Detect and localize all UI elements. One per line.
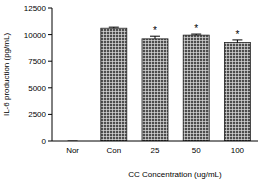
- y-tick: [48, 114, 52, 115]
- significance-label: *: [194, 23, 198, 34]
- significance-label: *: [153, 25, 157, 36]
- error-bar: [109, 27, 119, 28]
- x-tick-label: Con: [106, 146, 121, 155]
- y-tick-label: 10000: [24, 31, 47, 40]
- error-bar: [191, 34, 201, 35]
- error-bar: [232, 40, 242, 43]
- y-tick-label: 2500: [28, 110, 46, 119]
- y-tick: [48, 34, 52, 35]
- x-tick-label: 50: [192, 146, 201, 155]
- y-tick-label: 5000: [28, 84, 46, 93]
- x-tick-label: 25: [151, 146, 160, 155]
- y-tick-label: 0: [42, 137, 47, 146]
- error-bar: [150, 36, 160, 39]
- bar: [142, 39, 168, 141]
- y-tick: [48, 141, 52, 142]
- y-axis: [52, 8, 53, 141]
- y-tick-label: 12500: [24, 4, 47, 13]
- bar: [224, 43, 250, 141]
- y-tick: [48, 8, 52, 9]
- significance-label: *: [235, 29, 239, 40]
- y-tick-label: 7500: [28, 57, 46, 66]
- chart: 0 2500 5000 7500 10000 12500 Nor Con 25 50 100 * * * C…: [0, 0, 270, 183]
- bar: [101, 28, 127, 141]
- x-tick-label: 100: [231, 146, 245, 155]
- y-tick: [48, 61, 52, 62]
- bars: [68, 27, 251, 141]
- x-axis: [52, 141, 258, 142]
- y-tick: [48, 87, 52, 88]
- x-tick-label: Nor: [66, 146, 79, 155]
- x-axis-title: CC Concentration (ug/mL): [128, 170, 222, 179]
- y-axis-title: IL-6 production (pg/mL): [2, 33, 11, 116]
- bar: [183, 35, 209, 141]
